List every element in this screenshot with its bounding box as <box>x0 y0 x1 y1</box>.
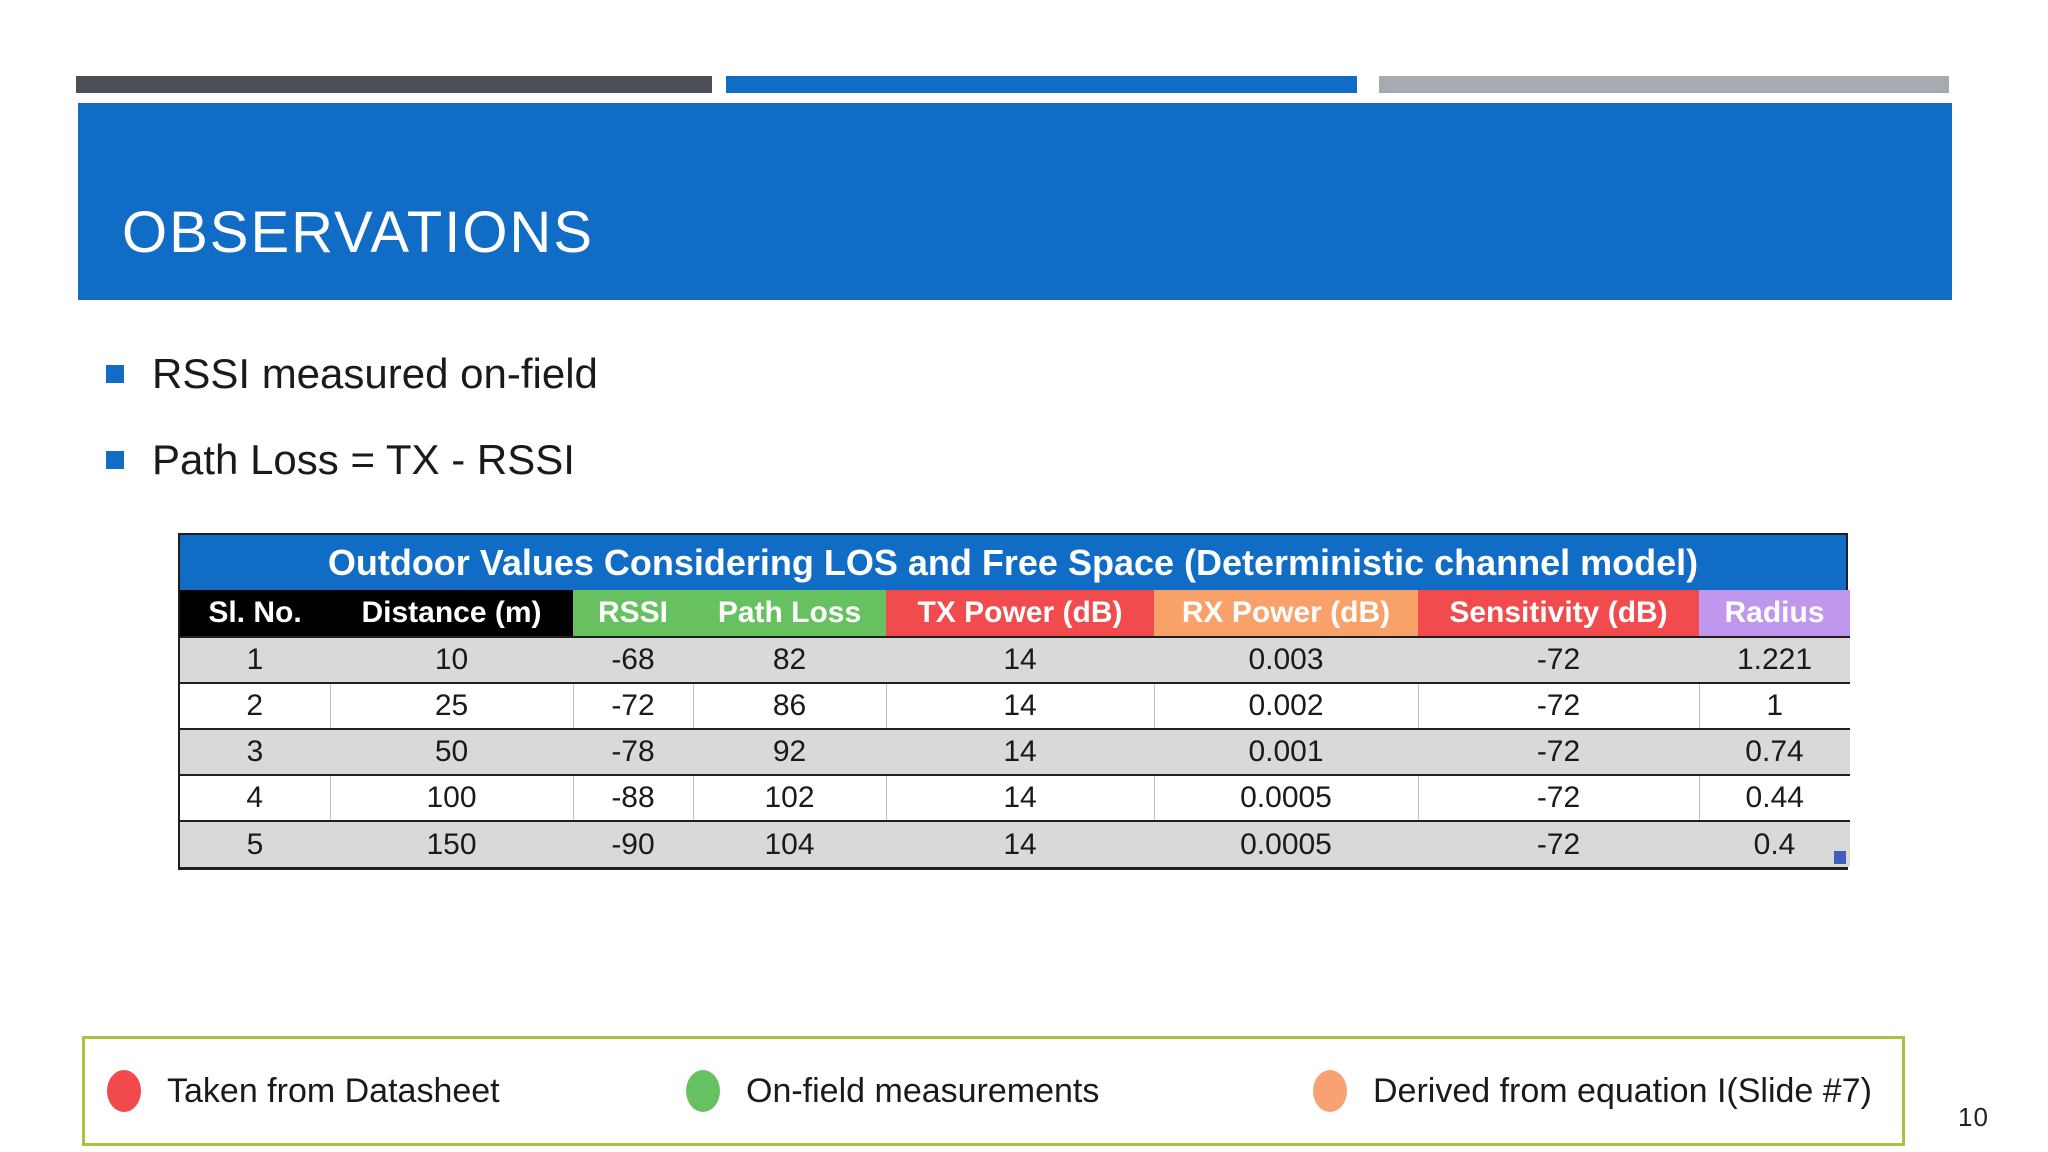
table-cell: 0.74 <box>1699 729 1850 775</box>
table-cell: 102 <box>692 775 886 821</box>
table-cell: -78 <box>573 729 693 775</box>
column-header-path-loss: Path Loss <box>693 590 886 637</box>
bullet-square-icon <box>106 365 124 383</box>
column-header-radius: Radius <box>1699 590 1850 637</box>
legend-dot-icon <box>1313 1070 1347 1112</box>
table-cell: 1 <box>1698 683 1850 729</box>
legend-label: Derived from equation I(Slide #7) <box>1373 1071 1872 1110</box>
table-cell: 104 <box>693 821 886 867</box>
column-header-rx-power-db: RX Power (dB) <box>1154 590 1418 637</box>
table-cell: 82 <box>693 637 886 683</box>
table-cell: 4 <box>180 775 330 821</box>
table-row: 4 100 -88 102 14 0.0005 -72 0.44 <box>180 775 1850 821</box>
legend-box: Taken from Datasheet On-field measurement… <box>82 1036 1905 1146</box>
table-cell: 10 <box>330 637 573 683</box>
page-number: 10 <box>1958 1102 1989 1132</box>
table-cell: 0.001 <box>1154 729 1418 775</box>
table-cell: 0.4 <box>1699 821 1850 867</box>
table-cell: 92 <box>693 729 886 775</box>
table-row: 2 25 -72 86 14 0.002 -72 1 <box>180 683 1850 729</box>
table-cell: -68 <box>573 637 693 683</box>
accent-bar-blue <box>726 76 1357 93</box>
table-cell: 14 <box>886 637 1154 683</box>
table-row: 1 10 -68 82 14 0.003 -72 1.221 <box>180 637 1850 683</box>
bullet-text: Path Loss = TX - RSSI <box>152 436 575 483</box>
legend-dot-icon <box>686 1070 720 1112</box>
table-cell: 14 <box>886 729 1154 775</box>
table-cell: 0.44 <box>1698 775 1850 821</box>
table-cell: 3 <box>180 729 330 775</box>
column-header-sl-no: Sl. No. <box>180 590 330 637</box>
table-cell: 14 <box>885 683 1154 729</box>
table-title: Outdoor Values Considering LOS and Free … <box>180 535 1846 590</box>
legend-dot-icon <box>107 1070 141 1112</box>
bullet-item: RSSI measured on-field <box>106 348 598 400</box>
table-header-row: Sl. No. Distance (m) RSSI Path Loss TX Power… <box>180 590 1850 637</box>
column-header-sensitivity-db: Sensitivity (dB) <box>1418 590 1699 637</box>
bullet-square-icon <box>106 451 124 469</box>
legend-label: On-field measurements <box>746 1071 1100 1110</box>
accent-bar-dark <box>76 76 712 93</box>
bullet-item: Path Loss = TX - RSSI <box>106 434 575 486</box>
column-header-rssi: RSSI <box>573 590 693 637</box>
table-cell: -72 <box>1418 637 1699 683</box>
table-cell: 1 <box>180 637 330 683</box>
slide-title-banner: OBSERVATIONS <box>78 103 1952 300</box>
observations-table: Outdoor Values Considering LOS and Free … <box>178 533 1850 870</box>
column-header-distance-m: Distance (m) <box>330 590 573 637</box>
bullet-text: RSSI measured on-field <box>152 350 598 397</box>
table-cell: -72 <box>1417 775 1699 821</box>
table-cell: -72 <box>1418 821 1699 867</box>
table-cell: 1.221 <box>1699 637 1850 683</box>
page-title: OBSERVATIONS <box>122 200 594 265</box>
legend-item-taken-from-datasheet: Taken from Datasheet <box>107 1039 500 1143</box>
table-cell: -72 <box>572 683 693 729</box>
table-row: 3 50 -78 92 14 0.001 -72 0.74 <box>180 729 1850 775</box>
table-cell: 50 <box>330 729 573 775</box>
data-table: Sl. No. Distance (m) RSSI Path Loss TX Power… <box>180 590 1850 867</box>
table-cell: 5 <box>180 821 330 867</box>
table-cell: 2 <box>180 683 330 729</box>
table-cell: 0.0005 <box>1154 821 1418 867</box>
table-cell: 0.002 <box>1153 683 1418 729</box>
table-row: 5 150 -90 104 14 0.0005 -72 0.4 <box>180 821 1850 867</box>
legend-item-derived-from-equation-i-slide-7: Derived from equation I(Slide #7) <box>1313 1039 1872 1143</box>
accent-bar-gray <box>1379 76 1949 93</box>
table-cell: 14 <box>885 775 1154 821</box>
table-cell: -90 <box>573 821 693 867</box>
selection-handle <box>1834 851 1846 864</box>
table-cell: 0.0005 <box>1153 775 1418 821</box>
table-cell: -72 <box>1417 683 1699 729</box>
table-cell: 0.003 <box>1154 637 1418 683</box>
legend-label: Taken from Datasheet <box>167 1071 500 1110</box>
table-cell: -72 <box>1418 729 1699 775</box>
column-header-tx-power-db: TX Power (dB) <box>886 590 1154 637</box>
table-cell: 14 <box>886 821 1154 867</box>
table-cell: -88 <box>572 775 693 821</box>
table-cell: 25 <box>329 683 573 729</box>
table-cell: 100 <box>329 775 573 821</box>
legend-item-on-field-measurements: On-field measurements <box>686 1039 1099 1143</box>
table-cell: 150 <box>330 821 573 867</box>
table-cell: 86 <box>692 683 886 729</box>
